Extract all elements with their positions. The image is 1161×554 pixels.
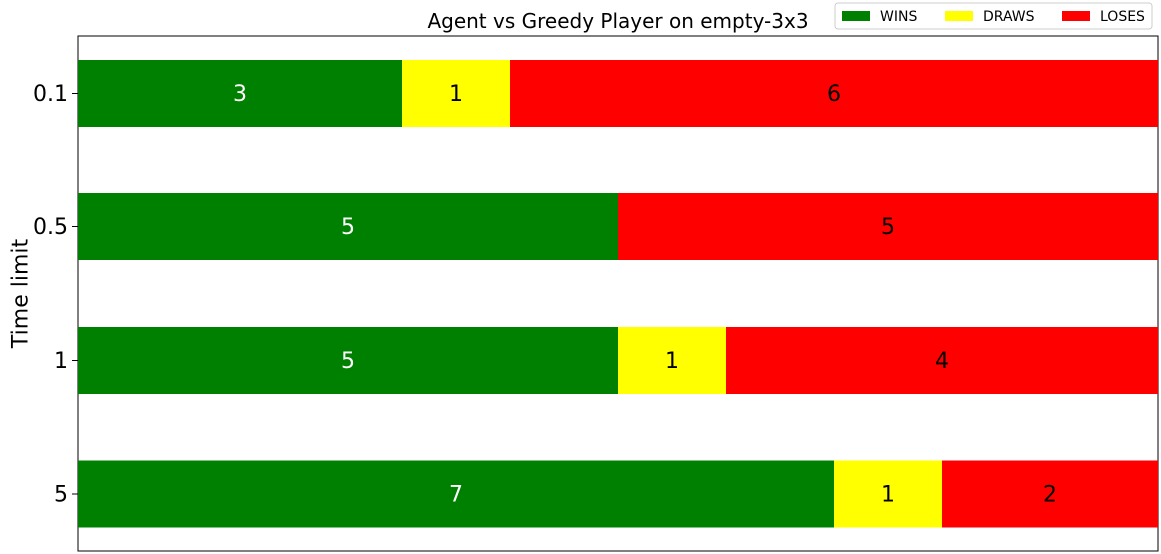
legend-swatch-wins xyxy=(842,11,870,21)
legend-label-wins: WINS xyxy=(880,9,917,25)
y-ticks: 0.1 0.5 1 5 xyxy=(33,82,78,508)
legend-swatch-draws xyxy=(945,11,973,21)
bar-loses-5 xyxy=(942,460,1158,528)
bar-label-loses-1: 4 xyxy=(935,349,949,374)
bar-label-wins-0.5: 5 xyxy=(341,215,355,240)
bar-wins-5 xyxy=(78,460,834,528)
bar-label-draws-1: 1 xyxy=(665,349,679,374)
bar-label-loses-5: 2 xyxy=(1043,483,1057,508)
bar-loses-0.5 xyxy=(618,193,1158,260)
bar-wins-1 xyxy=(78,327,618,394)
bar-label-wins-5: 7 xyxy=(449,483,463,508)
bars: 3 1 6 5 5 5 1 4 7 1 2 xyxy=(78,60,1158,528)
y-tick-label: 5 xyxy=(54,483,68,508)
y-tick-label: 0.5 xyxy=(33,215,68,240)
plot-frame xyxy=(77,35,1159,552)
legend-swatch-loses xyxy=(1062,11,1090,21)
bar-wins-0.1 xyxy=(78,60,402,127)
bar-label-draws-5: 1 xyxy=(881,483,895,508)
y-axis-label: Time limit xyxy=(9,239,34,350)
legend-label-loses: LOSES xyxy=(1100,9,1145,25)
chart-title: Agent vs Greedy Player on empty-3x3 xyxy=(427,9,808,33)
bar-label-loses-0.1: 6 xyxy=(827,82,841,107)
y-tick-label: 1 xyxy=(54,349,68,374)
bar-wins-0.5 xyxy=(78,193,618,260)
bar-loses-1 xyxy=(726,327,1158,394)
y-tick-label: 0.1 xyxy=(33,82,68,107)
bar-label-loses-0.5: 5 xyxy=(881,215,895,240)
bar-label-wins-1: 5 xyxy=(341,349,355,374)
bar-label-draws-0.1: 1 xyxy=(449,82,463,107)
legend-label-draws: DRAWS xyxy=(983,9,1035,25)
legend: WINS DRAWS LOSES xyxy=(834,2,1153,30)
bar-draws-0.1 xyxy=(402,60,510,127)
bar-draws-1 xyxy=(618,327,726,394)
bar-draws-5 xyxy=(834,460,942,528)
legend-box xyxy=(834,2,1153,30)
bar-label-wins-0.1: 3 xyxy=(233,82,247,107)
bar-loses-0.1 xyxy=(510,60,1158,127)
